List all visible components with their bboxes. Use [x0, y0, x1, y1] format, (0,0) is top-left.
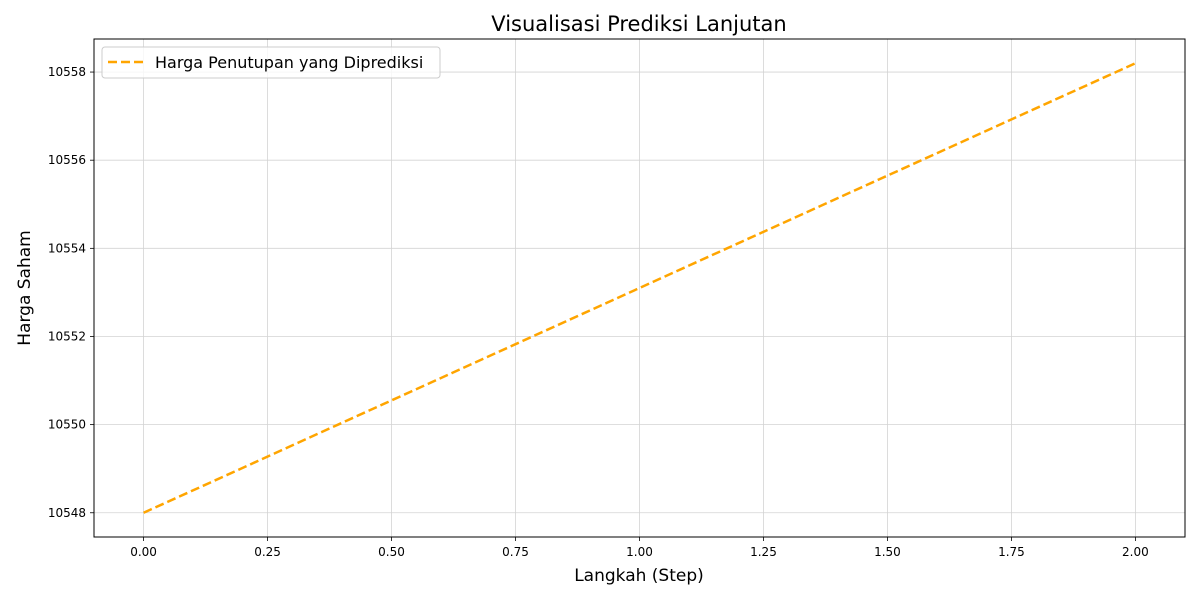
y-axis-ticks: 10548 10550 10552 10554 10556 10558	[48, 65, 94, 520]
chart-title: Visualisasi Prediksi Lanjutan	[491, 12, 786, 36]
x-tick-label: 0.00	[130, 545, 157, 559]
x-tick-label: 0.25	[254, 545, 281, 559]
x-tick-label: 0.50	[378, 545, 405, 559]
x-tick-label: 2.00	[1122, 545, 1149, 559]
y-tick-label: 10554	[48, 241, 86, 255]
legend-box	[101, 46, 441, 79]
y-axis-label: Harga Saham	[15, 230, 35, 345]
x-tick-label: 1.25	[750, 545, 777, 559]
y-tick-label: 10550	[48, 418, 86, 432]
grid	[94, 39, 1185, 537]
y-tick-label: 10558	[48, 65, 86, 79]
x-tick-label: 1.75	[998, 545, 1025, 559]
x-tick-label: 1.50	[874, 545, 901, 559]
x-tick-label: 1.00	[626, 545, 653, 559]
legend-entry: Harga Penutupan yang Diprediksi	[155, 53, 423, 72]
x-axis-label: Langkah (Step)	[574, 566, 704, 586]
x-tick-label: 0.75	[502, 545, 529, 559]
x-axis-ticks: 0.00 0.25 0.50 0.75 1.00 1.25 1.50 1.75 2.00	[130, 537, 1149, 559]
y-tick-label: 10556	[48, 153, 86, 167]
y-tick-label: 10548	[48, 506, 86, 520]
legend: Harga Penutupan yang Diprediksi	[101, 46, 441, 79]
y-tick-label: 10552	[48, 329, 86, 343]
